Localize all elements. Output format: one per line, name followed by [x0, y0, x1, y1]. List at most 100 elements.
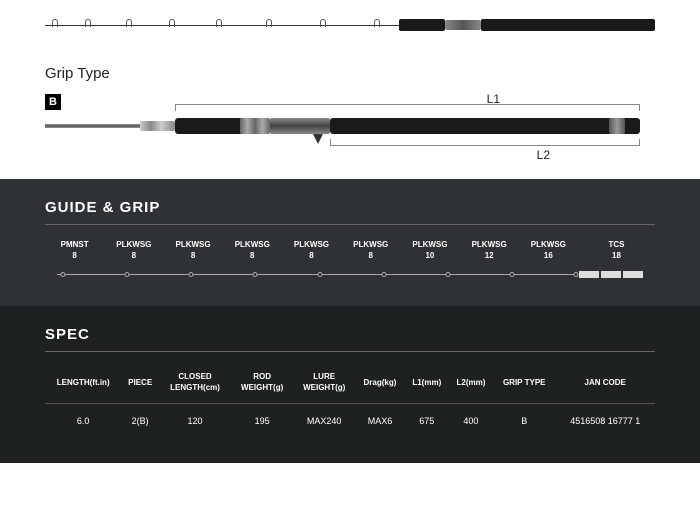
table-row: 6.0 2(B) 120 195 MAX240 MAX6 675 400 B 4… [45, 404, 655, 439]
guide-section-title: GUIDE & GRIP [45, 199, 655, 216]
th-closed-length: CLOSEDLENGTH(cm) [159, 366, 231, 403]
guide-name: PLKWSG [223, 239, 282, 250]
guide-dot-icon [125, 272, 130, 277]
td-jan-code: 4516508 16777 1 [555, 404, 655, 439]
td-l2: 400 [449, 404, 493, 439]
th-l1: L1(mm) [405, 366, 449, 403]
table-header-row: LENGTH(ft.in) PIECE CLOSEDLENGTH(cm) ROD… [45, 366, 655, 403]
spec-section: SPEC LENGTH(ft.in) PIECE CLOSEDLENGTH(cm… [0, 306, 700, 463]
guide-col: PLKWSG8 [223, 239, 282, 261]
grip-assembly [45, 116, 640, 136]
guide-col: PLKWSG12 [460, 239, 519, 261]
guide-name: PLKWSG [282, 239, 341, 250]
guide-size: 8 [341, 250, 400, 261]
guide-name: PLKWSG [460, 239, 519, 250]
guide-size: 8 [163, 250, 222, 261]
guide-size: 10 [400, 250, 459, 261]
guide-diagram-line [45, 269, 655, 281]
guide-size: 12 [460, 250, 519, 261]
th-length: LENGTH(ft.in) [45, 366, 121, 403]
guide-name: TCS [578, 239, 655, 250]
th-grip-type: GRIP TYPE [493, 366, 555, 403]
td-rod-weight: 195 [231, 404, 293, 439]
guide-icon [266, 19, 272, 27]
td-grip-type: B [493, 404, 555, 439]
th-lure-weight: LUREWEIGHT(g) [293, 366, 355, 403]
trigger-icon [313, 134, 323, 144]
guide-size: 8 [223, 250, 282, 261]
guide-and-grip-section: GUIDE & GRIP PMNST8 PLKWSG8 PLKWSG8 PLKW… [0, 179, 700, 306]
divider [45, 224, 655, 225]
guide-name: PLKWSG [163, 239, 222, 250]
rod-full-view [45, 15, 655, 35]
guide-icon [52, 19, 58, 27]
guide-size: 8 [45, 250, 104, 261]
rear-grip-detail [330, 118, 640, 134]
guide-name: PLKWSG [341, 239, 400, 250]
th-jan-code: JAN CODE [555, 366, 655, 403]
spec-table: LENGTH(ft.in) PIECE CLOSEDLENGTH(cm) ROD… [45, 366, 655, 438]
guide-col: PLKWSG8 [163, 239, 222, 261]
guide-col: TCS18 [578, 239, 655, 261]
guide-icon [320, 19, 326, 27]
l2-dimension-label: L2 [537, 148, 550, 162]
guide-col: PMNST8 [45, 239, 104, 261]
rod-guides-group [45, 19, 381, 31]
guide-col: PLKWSG8 [282, 239, 341, 261]
reel-seat-detail [270, 118, 330, 134]
th-rod-weight: RODWEIGHT(g) [231, 366, 293, 403]
guide-col: PLKWSG10 [400, 239, 459, 261]
guide-icon [85, 19, 91, 27]
rod-handle-group [399, 19, 655, 31]
rear-ring [609, 118, 625, 134]
guide-col: PLKWSG8 [104, 239, 163, 261]
td-piece: 2(B) [121, 404, 159, 439]
guide-icon [169, 19, 175, 27]
grip-type-b-marker: B [45, 94, 61, 110]
td-length: 6.0 [45, 404, 121, 439]
guide-name: PLKWSG [400, 239, 459, 250]
th-l2: L2(mm) [449, 366, 493, 403]
td-closed-length: 120 [159, 404, 231, 439]
guide-dot-icon [317, 272, 322, 277]
guide-name: PLKWSG [519, 239, 578, 250]
guide-icon [126, 19, 132, 27]
guide-size: 8 [282, 250, 341, 261]
guide-dot-icon [189, 272, 194, 277]
guide-dot-icon [509, 272, 514, 277]
guide-name: PMNST [45, 239, 104, 250]
guide-dot-icon [381, 272, 386, 277]
tcs-box-group [579, 271, 643, 278]
guide-dot-icon [573, 272, 578, 277]
guide-dot-icon [253, 272, 258, 277]
guide-size: 8 [104, 250, 163, 261]
guide-size: 16 [519, 250, 578, 261]
guide-dot-icon [445, 272, 450, 277]
tcs-box-icon [623, 271, 643, 278]
grip-detail-view: B L1 L2 [45, 94, 655, 159]
guide-dot-icon [61, 272, 66, 277]
reel-seat [445, 20, 481, 30]
guide-icon [374, 19, 380, 27]
guide-icon [216, 19, 222, 27]
guide-labels-row: PMNST8 PLKWSG8 PLKWSG8 PLKWSG8 PLKWSG8 P… [45, 239, 655, 261]
fore-ring [240, 118, 270, 134]
spec-section-title: SPEC [45, 326, 655, 343]
tcs-box-icon [601, 271, 621, 278]
guide-name: PLKWSG [104, 239, 163, 250]
divider [45, 351, 655, 352]
guide-size: 18 [578, 250, 655, 261]
td-drag: MAX6 [355, 404, 405, 439]
guide-col: PLKWSG8 [341, 239, 400, 261]
td-l1: 675 [405, 404, 449, 439]
grip-type-heading: Grip Type [45, 65, 655, 82]
th-drag: Drag(kg) [355, 366, 405, 403]
td-lure-weight: MAX240 [293, 404, 355, 439]
product-diagram-section: Grip Type B L1 L2 [0, 0, 700, 179]
tcs-box-icon [579, 271, 599, 278]
rod-joint [140, 121, 175, 131]
guide-col: PLKWSG16 [519, 239, 578, 261]
l1-dimension-bracket [175, 104, 640, 110]
th-piece: PIECE [121, 366, 159, 403]
l2-dimension-bracket [330, 140, 640, 146]
